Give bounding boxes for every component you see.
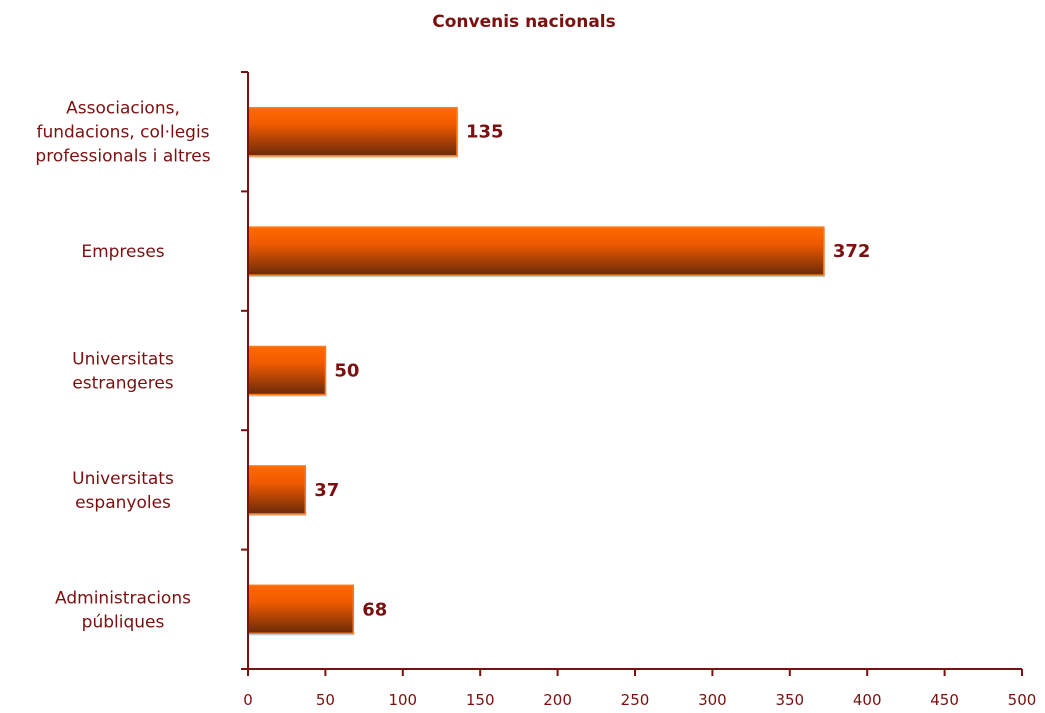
category-label: Universitats espanyoles	[72, 469, 174, 513]
category-label-line: professionals i altres	[35, 147, 210, 167]
x-tick-label: 350	[775, 691, 804, 709]
category-label-line: Empreses	[81, 242, 164, 262]
x-tick-label: 400	[853, 691, 882, 709]
category-label: Associacions, fundacions, col·legis profes…	[35, 99, 210, 167]
bar	[247, 465, 307, 515]
x-tick-label: 200	[543, 691, 572, 709]
x-tick-label: 250	[621, 691, 650, 709]
category-label-line: Universitats	[72, 469, 174, 489]
bar-value-label: 135	[466, 122, 504, 143]
chart-title: Convenis nacionals	[432, 12, 616, 32]
bar-value-label: 372	[833, 241, 871, 262]
x-tick-label: 100	[388, 691, 417, 709]
bar	[247, 345, 327, 396]
bar-value-label: 37	[314, 480, 339, 501]
category-label-line: Universitats	[72, 350, 174, 370]
category-label-line: espanyoles	[75, 493, 171, 513]
x-tick-label: 300	[698, 691, 727, 709]
bars-layer: 135 372 50 37 68	[247, 106, 871, 636]
bar-value-label: 68	[362, 599, 387, 620]
category-label-line: Associacions,	[66, 99, 180, 119]
x-tick-label: 450	[930, 691, 959, 709]
bar	[247, 584, 355, 635]
x-axis-ticks: 0 50 100 150 200 250 300 350 400 450 500	[243, 669, 1036, 709]
x-tick-label: 500	[1008, 691, 1037, 709]
category-label: Empreses	[81, 242, 164, 262]
x-tick-label: 0	[243, 691, 253, 709]
category-labels: Associacions, fundacions, col·legis profes…	[35, 99, 210, 633]
bar	[247, 106, 458, 157]
category-label-line: fundacions, col·legis	[36, 123, 209, 143]
category-label: Administracions públiques	[55, 588, 191, 632]
x-tick-label: 50	[316, 691, 335, 709]
bar	[247, 226, 825, 276]
category-label-line: estrangeres	[72, 374, 173, 394]
category-label: Universitats estrangeres	[72, 350, 174, 394]
category-label-line: públiques	[82, 612, 165, 632]
bar-value-label: 50	[334, 361, 359, 382]
x-tick-label: 150	[466, 691, 495, 709]
category-label-line: Administracions	[55, 588, 191, 608]
